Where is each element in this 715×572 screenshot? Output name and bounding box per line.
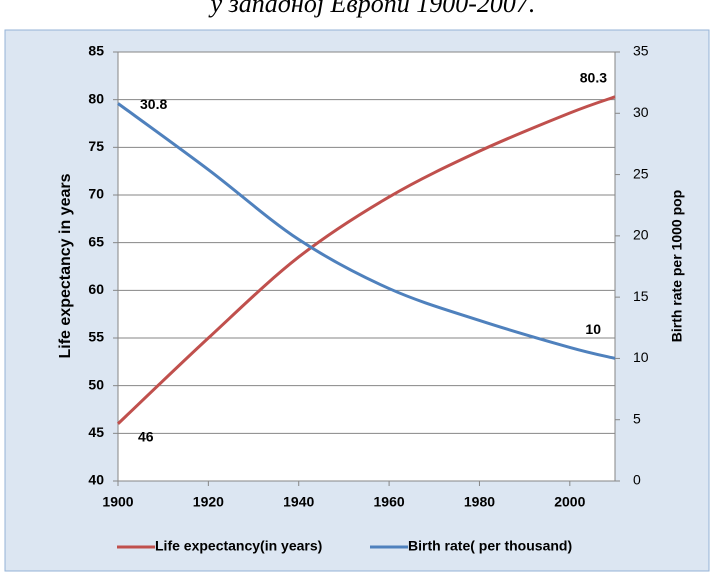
line <box>117 102 616 360</box>
y2-tick-label: 20 <box>633 227 649 243</box>
x-tick-label: 1920 <box>193 494 224 510</box>
y-tick-label: 70 <box>88 186 104 202</box>
data-label: 46 <box>138 429 154 445</box>
y2-tick-label: 0 <box>633 472 641 488</box>
y2-tick-label: 30 <box>633 104 649 120</box>
x-tick-label: 1900 <box>102 494 133 510</box>
y-tick-label: 60 <box>88 281 104 297</box>
y-tick-label: 40 <box>88 472 104 488</box>
y-tick-label: 85 <box>88 43 104 59</box>
y2-tick-label: 25 <box>633 165 649 181</box>
y2-tick-label: 5 <box>633 410 641 426</box>
chart-title: у западној Европи 1900-2007. <box>208 0 536 18</box>
y2-axis-title: Birth rate per 1000 pop <box>669 190 685 343</box>
x-tick-label: 1960 <box>374 494 405 510</box>
y-tick-label: 75 <box>88 138 104 154</box>
line <box>116 95 616 425</box>
y-tick-label: 65 <box>88 233 104 249</box>
y-tick-label: 50 <box>88 376 104 392</box>
data-label: 30.8 <box>140 96 167 112</box>
x-tick-label: 1980 <box>464 494 495 510</box>
legend-label: Life expectancy(in years) <box>155 538 322 554</box>
y-tick-label: 80 <box>88 90 104 106</box>
y-tick-label: 55 <box>88 329 104 345</box>
data-label: 80.3 <box>580 70 607 86</box>
x-tick-label: 1940 <box>283 494 314 510</box>
y2-tick-label: 10 <box>633 349 649 365</box>
legend-label: Birth rate( per thousand) <box>408 538 572 554</box>
data-label: 10 <box>585 321 601 337</box>
y-axis-title: Life expectancy in years <box>57 173 74 358</box>
y2-tick-label: 15 <box>633 288 649 304</box>
plot-area <box>118 52 615 481</box>
x-tick-label: 2000 <box>554 494 585 510</box>
y-tick-label: 45 <box>88 424 104 440</box>
y2-tick-label: 35 <box>633 43 649 59</box>
